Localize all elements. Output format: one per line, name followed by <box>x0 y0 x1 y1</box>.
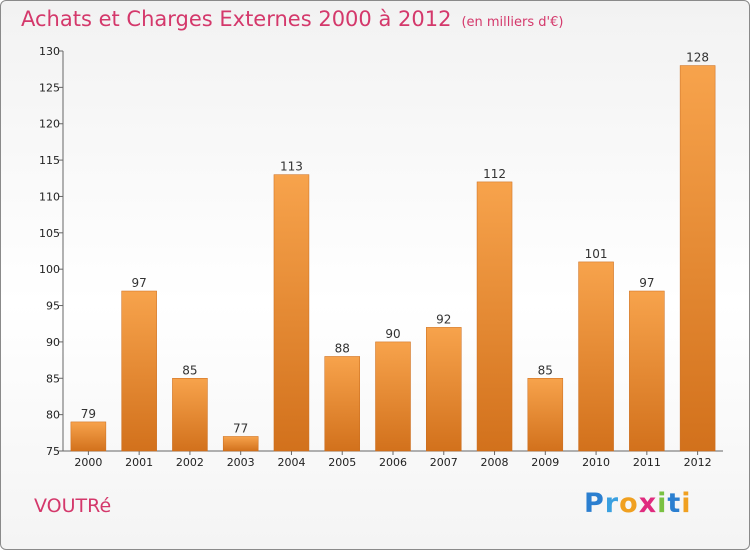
x-tick-label: 2002 <box>176 456 204 469</box>
y-tick-label: 130 <box>39 45 60 58</box>
bar <box>679 65 716 452</box>
bar <box>375 341 411 452</box>
bar <box>172 378 208 452</box>
logo-letter: i <box>681 488 692 519</box>
data-label: 79 <box>81 407 96 421</box>
y-tick-label: 115 <box>39 154 60 167</box>
y-tick-label: 125 <box>39 81 60 94</box>
data-label: 92 <box>436 312 451 326</box>
data-label: 77 <box>233 421 248 435</box>
chart-unit: (en milliers d'€) <box>461 15 564 30</box>
x-tick-label: 2005 <box>328 456 356 469</box>
data-label: 112 <box>483 167 506 181</box>
bar <box>527 378 564 452</box>
y-tick-label: 90 <box>46 336 60 349</box>
chart-title-text: Achats et Charges Externes 2000 à 2012 <box>21 7 452 31</box>
y-tick-label: 100 <box>39 263 60 276</box>
data-label: 97 <box>639 276 654 290</box>
x-tick-label: 2009 <box>531 456 559 469</box>
y-tick-label: 85 <box>46 372 60 385</box>
data-label: 85 <box>538 363 553 377</box>
data-label: 128 <box>686 51 709 65</box>
y-tick-label: 105 <box>39 227 60 240</box>
bar <box>476 181 513 452</box>
x-tick-label: 2011 <box>633 456 661 469</box>
data-label: 88 <box>335 341 350 355</box>
x-tick-label: 2008 <box>481 456 509 469</box>
bar <box>578 261 614 452</box>
y-tick-label: 80 <box>46 409 60 422</box>
data-label: 97 <box>132 276 147 290</box>
logo-letter: i <box>657 488 668 519</box>
x-tick-label: 2000 <box>74 456 102 469</box>
place-name: VOUTRé <box>34 495 112 517</box>
x-tick-label: 2007 <box>430 456 458 469</box>
x-tick-label: 2003 <box>227 456 255 469</box>
bar <box>426 327 462 452</box>
x-tick-label: 2010 <box>582 456 610 469</box>
logo-letter: P <box>584 488 605 519</box>
y-tick-label: 95 <box>46 300 60 313</box>
y-tick-label: 120 <box>39 118 60 131</box>
logo-letter: t <box>667 488 682 519</box>
x-tick-label: 2001 <box>125 456 153 469</box>
bar <box>629 290 665 452</box>
logo-letter: x <box>638 488 658 519</box>
bar <box>121 290 157 452</box>
logo-letter: r <box>604 488 620 519</box>
bar <box>324 356 360 452</box>
x-tick-label: 2004 <box>277 456 305 469</box>
bar <box>273 174 310 452</box>
logo-letter: o <box>619 488 639 519</box>
data-label: 85 <box>182 363 197 377</box>
y-tick-label: 75 <box>46 445 60 458</box>
data-label: 90 <box>385 327 400 341</box>
chart-title: Achats et Charges Externes 2000 à 2012 (e… <box>21 7 563 31</box>
bar <box>70 421 107 452</box>
data-label: 101 <box>585 247 608 261</box>
bar <box>222 436 259 452</box>
data-label: 113 <box>280 160 303 174</box>
x-tick-label: 2006 <box>379 456 407 469</box>
x-tick-label: 2012 <box>684 456 712 469</box>
y-tick-label: 110 <box>39 190 60 203</box>
proxiti-logo[interactable]: Proxiti <box>584 488 692 519</box>
